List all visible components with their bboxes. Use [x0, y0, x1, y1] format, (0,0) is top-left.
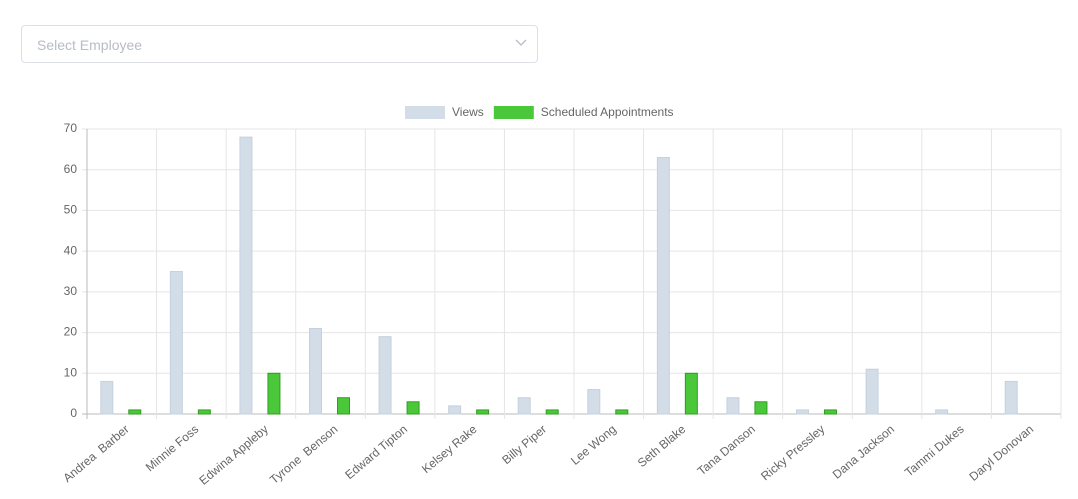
- bar: [197, 409, 211, 415]
- bar: [337, 397, 350, 415]
- bar: [865, 368, 879, 415]
- bar: [935, 409, 949, 415]
- bar: [267, 372, 281, 415]
- x-tick-label: Tyrone Benson: [267, 422, 340, 487]
- y-tick-label: 30: [64, 284, 78, 298]
- x-tick-label: Tana Danson: [695, 422, 758, 478]
- x-tick-label: Ricky Pressley: [758, 422, 827, 483]
- y-tick-label: 60: [64, 162, 78, 176]
- x-tick-label: Andrea Barber: [60, 422, 131, 485]
- bar: [239, 136, 253, 415]
- bar: [824, 409, 837, 415]
- bar: [1004, 380, 1018, 415]
- y-tick-label: 0: [70, 406, 77, 420]
- legend-swatch: [493, 106, 534, 119]
- bar: [656, 157, 670, 415]
- legend-swatch: [405, 106, 445, 119]
- bar: [754, 401, 768, 415]
- bar: [100, 380, 114, 415]
- x-tick-label: Minnie Foss: [143, 422, 202, 474]
- select-placeholder: Select Employee: [37, 37, 143, 53]
- y-tick-label: 10: [64, 365, 78, 379]
- bar: [545, 409, 559, 415]
- legend-label: Views: [452, 105, 484, 119]
- bar: [796, 409, 809, 415]
- x-tick-label: Edwina Appleby: [196, 422, 270, 488]
- y-tick-label: 40: [64, 243, 78, 257]
- bar: [448, 405, 462, 415]
- bar: [726, 397, 740, 415]
- x-tick-label: Seth Blake: [635, 422, 689, 470]
- employee-select[interactable]: Select Employee: [21, 25, 538, 63]
- x-tick-label: Kelsey Rake: [419, 422, 480, 476]
- bar: [587, 389, 601, 415]
- bar: [684, 372, 698, 415]
- bar: [309, 328, 322, 415]
- y-tick-label: 20: [64, 325, 78, 339]
- bar: [406, 401, 420, 415]
- x-tick-label: Daryl Donovan: [966, 422, 1036, 484]
- bar: [128, 409, 142, 415]
- x-tick-label: Edward Tipton: [342, 422, 410, 482]
- bar: [615, 409, 629, 415]
- bar: [517, 397, 531, 415]
- chevron: [515, 39, 527, 46]
- bar: [378, 336, 392, 415]
- x-tick-label: Billy Piper: [499, 422, 549, 467]
- bar: [476, 409, 490, 415]
- x-tick-label: Tammi Dukes: [902, 422, 967, 479]
- y-tick-label: 70: [64, 121, 78, 135]
- legend-label: Scheduled Appointments: [541, 105, 674, 119]
- y-tick-label: 50: [64, 203, 78, 217]
- x-tick-label: Lee Wong: [568, 422, 619, 468]
- bar: [169, 271, 183, 415]
- x-tick-label: Dana Jackson: [830, 422, 897, 482]
